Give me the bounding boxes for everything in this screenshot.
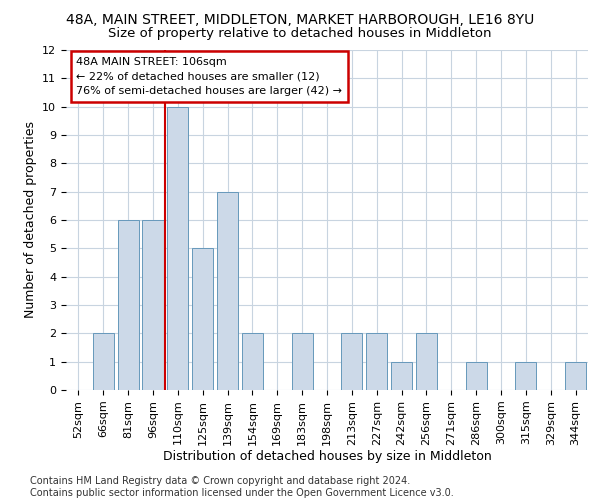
Text: 48A MAIN STREET: 106sqm
← 22% of detached houses are smaller (12)
76% of semi-de: 48A MAIN STREET: 106sqm ← 22% of detache… (76, 57, 343, 96)
Bar (292, 334, 313, 390)
Text: Contains HM Land Registry data © Crown copyright and database right 2024.
Contai: Contains HM Land Registry data © Crown c… (30, 476, 454, 498)
Bar (217, 192, 238, 390)
X-axis label: Distribution of detached houses by size in Middleton: Distribution of detached houses by size … (163, 450, 491, 464)
Bar (515, 362, 536, 390)
Bar (416, 334, 437, 390)
Bar (192, 248, 213, 390)
Bar (142, 220, 164, 390)
Bar (366, 334, 387, 390)
Bar (341, 334, 362, 390)
Bar (118, 220, 139, 390)
Text: 48A, MAIN STREET, MIDDLETON, MARKET HARBOROUGH, LE16 8YU: 48A, MAIN STREET, MIDDLETON, MARKET HARB… (66, 12, 534, 26)
Bar (93, 334, 114, 390)
Bar (391, 362, 412, 390)
Bar (466, 362, 487, 390)
Y-axis label: Number of detached properties: Number of detached properties (23, 122, 37, 318)
Text: Size of property relative to detached houses in Middleton: Size of property relative to detached ho… (108, 28, 492, 40)
Bar (167, 106, 188, 390)
Bar (565, 362, 586, 390)
Bar (242, 334, 263, 390)
